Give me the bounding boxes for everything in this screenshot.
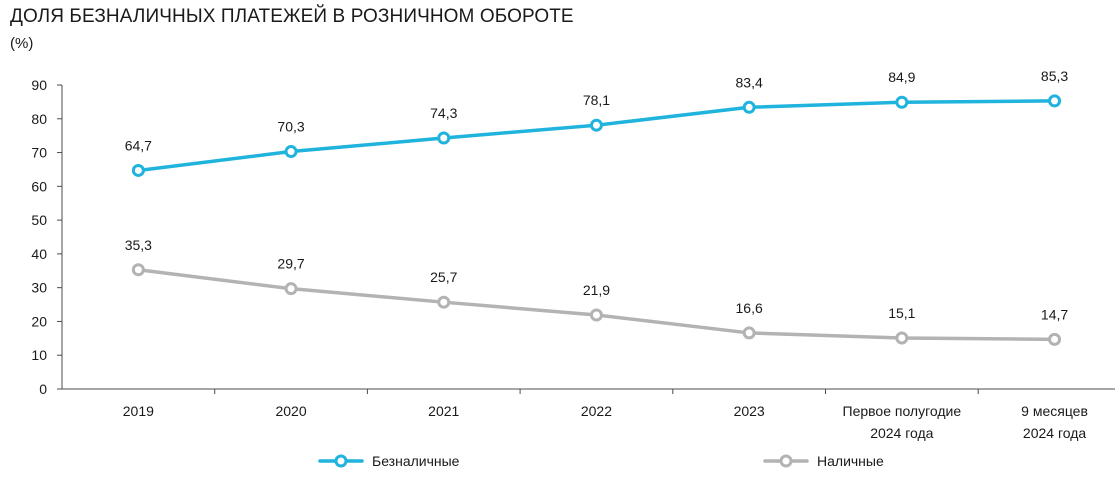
- y-tick-label: 80: [31, 111, 47, 127]
- y-tick-label: 0: [39, 381, 47, 397]
- data-point: [284, 145, 298, 159]
- data-point: [437, 295, 451, 309]
- data-label: 85,3: [1041, 68, 1068, 84]
- data-label: 29,7: [277, 256, 304, 272]
- x-tick-label: 2022: [581, 403, 612, 419]
- data-point: [589, 308, 603, 322]
- y-tick-label: 50: [31, 212, 47, 228]
- x-tick-label: 2019: [123, 403, 154, 419]
- series-line-cashless: [136, 99, 1057, 173]
- y-tick-label: 90: [31, 77, 47, 93]
- x-tick-label: 2020: [275, 403, 306, 419]
- data-label: 84,9: [888, 69, 915, 85]
- data-label: 70,3: [277, 119, 304, 135]
- data-point: [1048, 94, 1062, 108]
- data-label: 35,3: [125, 237, 152, 253]
- x-tick-label: 2023: [734, 403, 765, 419]
- data-label: 21,9: [583, 282, 610, 298]
- data-point: [895, 331, 909, 345]
- legend-marker: [334, 454, 348, 468]
- y-axis-unit: (%): [10, 35, 34, 52]
- series-line-cash: [136, 268, 1057, 342]
- chart-title: ДОЛЯ БЕЗНАЛИЧНЫХ ПЛАТЕЖЕЙ В РОЗНИЧНОМ ОБ…: [10, 6, 574, 27]
- data-point: [284, 282, 298, 296]
- x-tick-label: 2024 года: [870, 425, 933, 441]
- data-point: [742, 326, 756, 340]
- y-tick-label: 10: [31, 347, 47, 363]
- data-point: [895, 95, 909, 109]
- data-label: 25,7: [430, 269, 457, 285]
- legend-label: Наличные: [817, 453, 884, 469]
- x-tick-label: 2024 года: [1023, 425, 1086, 441]
- data-label: 14,7: [1041, 306, 1068, 322]
- y-tick-label: 30: [31, 280, 47, 296]
- data-label: 83,4: [736, 74, 763, 90]
- data-label: 74,3: [430, 105, 457, 121]
- data-label: 78,1: [583, 92, 610, 108]
- data-point: [437, 131, 451, 145]
- data-label: 16,6: [736, 300, 763, 316]
- data-point: [1048, 332, 1062, 346]
- y-tick-label: 60: [31, 178, 47, 194]
- data-point: [589, 118, 603, 132]
- data-point: [131, 163, 145, 177]
- y-tick-label: 20: [31, 313, 47, 329]
- y-tick-label: 40: [31, 246, 47, 262]
- data-point: [131, 263, 145, 277]
- legend-label: Безналичные: [372, 453, 460, 469]
- x-tick-label: 9 месяцев: [1021, 403, 1088, 419]
- data-label: 64,7: [125, 137, 152, 153]
- x-tick-label: 2021: [428, 403, 459, 419]
- legend-marker: [779, 454, 793, 468]
- y-tick-label: 70: [31, 145, 47, 161]
- x-tick-label: Первое полугодие: [843, 403, 962, 419]
- data-label: 15,1: [888, 305, 915, 321]
- data-point: [742, 100, 756, 114]
